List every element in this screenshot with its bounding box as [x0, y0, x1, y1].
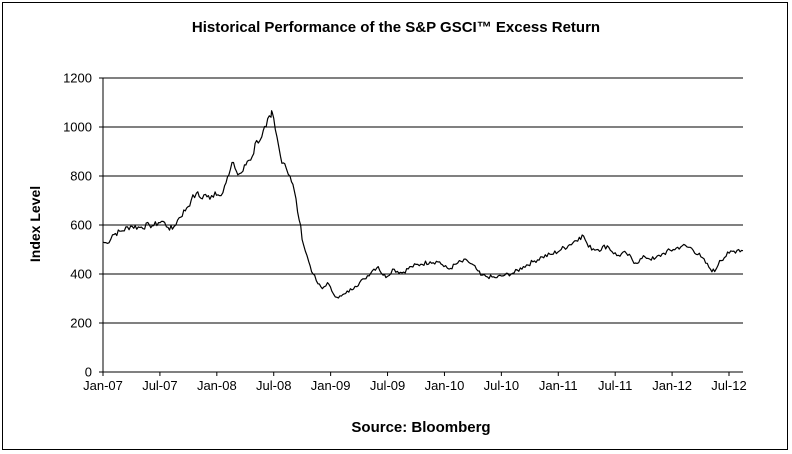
- y-tick-label: 1000: [63, 120, 92, 135]
- x-tick-label: Jan-08: [197, 378, 237, 393]
- axes: [99, 77, 743, 376]
- x-tick-label: Jan-09: [311, 378, 351, 393]
- y-axis-label: Index Level: [27, 186, 43, 262]
- x-tick-label: Jan-11: [539, 378, 578, 393]
- series-layer: [102, 110, 744, 299]
- source-label: Source: Bloomberg: [351, 419, 491, 436]
- x-tick-label: Jan-07: [83, 378, 123, 393]
- x-tick-label: Jul-09: [370, 378, 405, 393]
- x-tick-label: Jul-12: [711, 378, 746, 393]
- x-tick-label: Jan-10: [425, 378, 465, 393]
- y-tick-label: 600: [70, 218, 92, 233]
- y-tick-label: 1200: [63, 71, 92, 86]
- x-tick-label: Jan-12: [652, 378, 692, 393]
- y-tick-labels: 0 200 400 600 800 1000 1200: [63, 71, 92, 380]
- x-tick-label: Jul-07: [142, 378, 177, 393]
- y-tick-label: 400: [70, 267, 92, 282]
- chart-frame: [2, 2, 788, 450]
- grid-lines: [103, 77, 743, 324]
- y-tick-label: 200: [70, 316, 92, 331]
- x-tick-label: Jul-10: [484, 378, 519, 393]
- x-tick-label: Jul-11: [598, 378, 632, 393]
- series-line: [102, 110, 744, 299]
- y-tick-label: 800: [70, 169, 92, 184]
- chart-title: Historical Performance of the S&P GSCI™ …: [191, 19, 601, 36]
- y-tick-label: 0: [85, 365, 92, 380]
- x-tick-labels: Jan-07 Jul-07 Jan-08 Jul-08 Jan-09 Jul-09 Jan-…: [83, 378, 747, 393]
- x-tick-label: Jul-08: [256, 378, 291, 393]
